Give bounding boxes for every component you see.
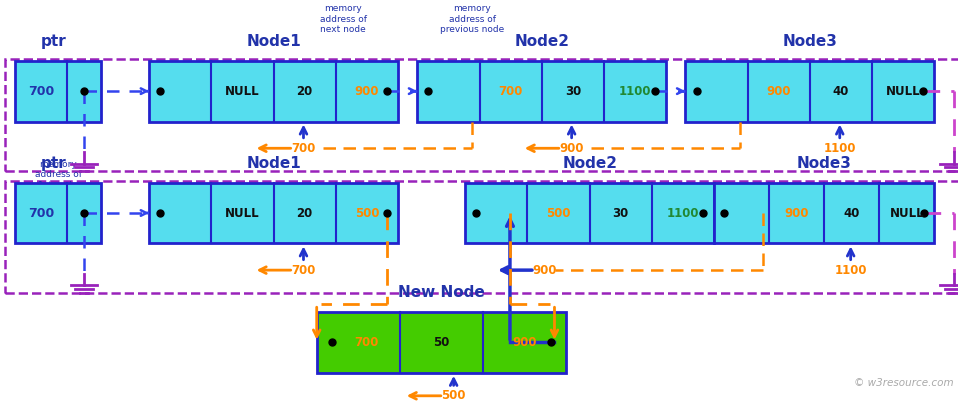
- Text: ptr: ptr: [40, 156, 66, 171]
- Text: © w3resource.com: © w3resource.com: [854, 378, 953, 388]
- Text: New Node: New Node: [398, 285, 484, 301]
- Text: 500: 500: [547, 206, 571, 220]
- FancyBboxPatch shape: [149, 183, 398, 243]
- Text: 1100: 1100: [619, 85, 651, 98]
- Text: 700: 700: [28, 85, 54, 98]
- Text: 700: 700: [292, 264, 316, 276]
- Text: NULL: NULL: [225, 206, 260, 220]
- Text: 700: 700: [499, 85, 523, 98]
- FancyBboxPatch shape: [417, 61, 667, 122]
- Text: 1100: 1100: [834, 264, 867, 276]
- Text: ptr: ptr: [40, 34, 66, 49]
- Text: 50: 50: [433, 336, 450, 349]
- Text: 20: 20: [296, 206, 313, 220]
- Text: 900: 900: [532, 264, 557, 276]
- Text: 700: 700: [292, 142, 316, 155]
- FancyBboxPatch shape: [316, 312, 566, 373]
- Text: memory
address of
next node: memory address of next node: [320, 4, 367, 34]
- FancyBboxPatch shape: [686, 61, 934, 122]
- Text: Node1: Node1: [246, 156, 301, 171]
- Text: 30: 30: [565, 85, 581, 98]
- Text: 700: 700: [354, 336, 379, 349]
- Text: 900: 900: [512, 336, 536, 349]
- Text: NULL: NULL: [890, 206, 924, 220]
- FancyBboxPatch shape: [15, 183, 102, 243]
- Text: 40: 40: [832, 85, 849, 98]
- FancyBboxPatch shape: [465, 183, 714, 243]
- Text: Node2: Node2: [562, 156, 618, 171]
- FancyBboxPatch shape: [714, 183, 934, 243]
- FancyBboxPatch shape: [149, 61, 398, 122]
- Text: 500: 500: [441, 389, 466, 402]
- FancyBboxPatch shape: [15, 61, 102, 122]
- Text: 900: 900: [355, 85, 379, 98]
- Text: memory
address of
previous node: memory address of previous node: [440, 4, 504, 34]
- Text: 30: 30: [613, 206, 629, 220]
- Text: Node2: Node2: [514, 34, 570, 49]
- Text: NULL: NULL: [225, 85, 260, 98]
- Text: Node3: Node3: [797, 156, 852, 171]
- Text: Node3: Node3: [783, 34, 837, 49]
- Text: memory
address of
1st node: memory address of 1st node: [35, 160, 82, 190]
- Text: 40: 40: [844, 206, 860, 220]
- Text: 500: 500: [355, 206, 379, 220]
- Text: 1100: 1100: [824, 142, 856, 155]
- Text: 20: 20: [296, 85, 313, 98]
- Text: 900: 900: [559, 142, 584, 155]
- Text: NULL: NULL: [886, 85, 921, 98]
- Text: Node1: Node1: [246, 34, 301, 49]
- Text: 700: 700: [28, 206, 54, 220]
- Text: 900: 900: [766, 85, 791, 98]
- Text: 900: 900: [784, 206, 809, 220]
- Text: 1100: 1100: [667, 206, 699, 220]
